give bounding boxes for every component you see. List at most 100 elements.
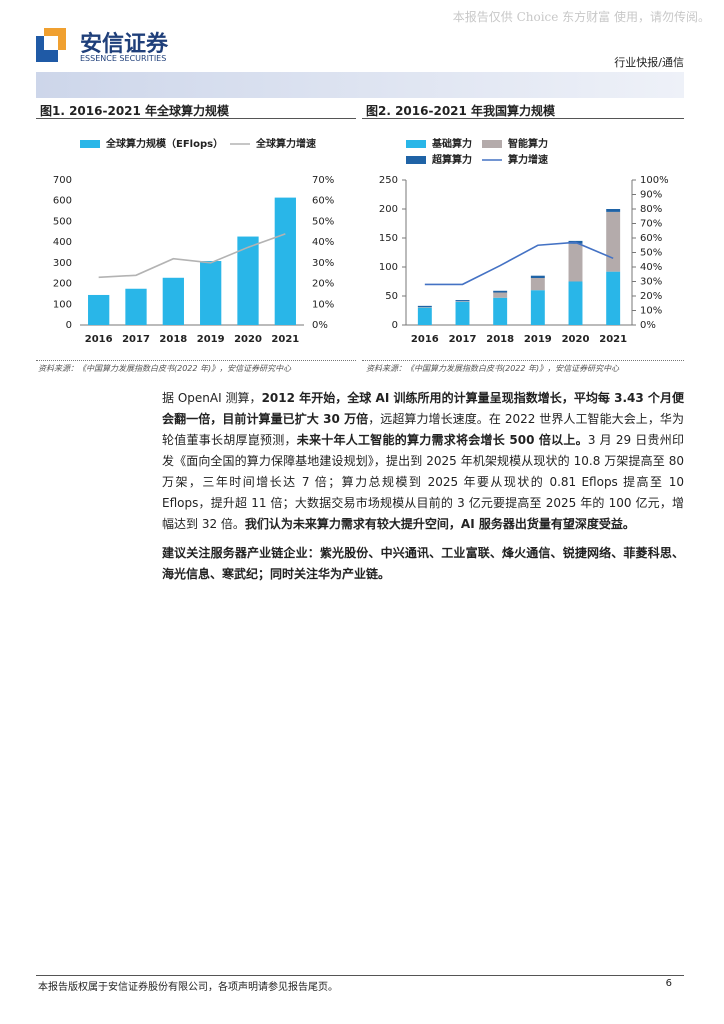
bar: [530, 278, 545, 291]
chart: 0 50 100 150 200 250 0% 10% 20% 30% 40% 50% 60% 70% 80…: [379, 137, 669, 345]
y-tick-label: 250: [379, 175, 398, 186]
bar: [530, 290, 545, 325]
y2-tick-label: 40%: [640, 262, 662, 273]
section: 行业快报/通信: [614, 56, 684, 69]
x-tick-label: 2016: [85, 334, 113, 345]
legend-swatch: [482, 140, 502, 148]
y2-tick-label: 60%: [312, 196, 334, 207]
y-tick-label: 200: [379, 204, 398, 215]
y-tick-label: 300: [53, 258, 72, 269]
bar: [274, 197, 296, 325]
rule: [362, 118, 684, 119]
y2-tick-label: 20%: [312, 279, 334, 290]
line: [98, 233, 286, 279]
footer-notice: 本报告版权属于安信证券股份有限公司，各项声明请参见报告尾页。: [38, 982, 338, 993]
legend-swatch: [406, 156, 426, 164]
y2-tick-label: 30%: [312, 258, 334, 269]
y2-tick-label: 10%: [640, 306, 662, 317]
bar: [162, 277, 184, 325]
bar: [493, 297, 508, 325]
bar: [455, 301, 470, 302]
legend-swatch: [80, 140, 100, 148]
bar: [606, 209, 621, 212]
rule: [362, 360, 684, 361]
y2-tick-label: 70%: [312, 175, 334, 186]
y-tick-label: 150: [379, 233, 398, 244]
bar: [455, 300, 470, 302]
y-tick-label: 0: [66, 320, 72, 331]
y-tick-label: 100: [53, 299, 72, 310]
text-run: 我们认为未来算力需求有较大提升空间，AI 服务器出货量有望深度受益。: [244, 517, 635, 531]
y2-tick-label: 0%: [640, 320, 656, 331]
text-run: 3 月 29 日贵州印发《面向全国的算力保障基地建设规划》，提出到 2025 年…: [162, 433, 684, 531]
text-run: 据 OpenAI 测算，: [162, 391, 262, 405]
y2-tick-label: 100%: [640, 175, 669, 186]
legend-label: 算力增速: [507, 153, 548, 166]
x-tick-label: 2018: [159, 334, 187, 345]
source: 资料来源：《中国算力发展指数白皮书(2022 年)》，安信证券研究中心: [366, 364, 620, 373]
y-tick-label: 100: [379, 262, 398, 273]
text-run: 2012 年开始，全球 AI 训练所用的计算量呈现指数增长，平均每 3.43 个…: [162, 391, 684, 426]
figure-title: 图2. 2016-2021 年我国算力规模: [366, 104, 556, 118]
y-tick-label: 600: [53, 196, 72, 207]
y2-tick-label: 60%: [640, 233, 662, 244]
y2-tick-label: 90%: [640, 190, 662, 201]
legend-label: 全球算力增速: [255, 137, 316, 150]
paragraph: 据 OpenAI 测算，2012 年开始，全球 AI 训练所用的计算量呈现指数增…: [162, 388, 684, 535]
y2-tick-label: 30%: [640, 277, 662, 288]
x-tick-label: 2019: [197, 334, 225, 345]
source: 资料来源：《中国算力发展指数白皮书(2022 年)》，安信证券研究中心: [38, 364, 292, 373]
y2-tick-label: 20%: [640, 291, 662, 302]
page-number: 6: [665, 978, 672, 989]
line: [424, 241, 614, 286]
legend-label: 基础算力: [431, 137, 472, 150]
x-tick-label: 2021: [271, 334, 299, 345]
bar: [493, 292, 508, 298]
bar: [606, 271, 621, 325]
y2-tick-label: 50%: [312, 216, 334, 227]
y2-tick-label: 70%: [640, 219, 662, 230]
paragraph: 建议关注服务器产业链企业：紫光股份、中兴通讯、工业富联、烽火通信、锐捷网络、菲菱…: [162, 546, 684, 581]
x-tick-label: 2016: [411, 334, 439, 345]
legend-label: 全球算力规模（EFlops）: [105, 137, 223, 150]
bar: [568, 281, 583, 325]
bar: [417, 307, 432, 308]
y-tick-label: 200: [53, 279, 72, 290]
y-tick-label: 0: [392, 320, 398, 331]
banner: [36, 72, 684, 98]
x-tick-label: 2020: [562, 334, 590, 345]
bar: [530, 275, 545, 279]
bar: [493, 290, 508, 293]
y-tick-label: 700: [53, 175, 72, 186]
y2-tick-label: 50%: [640, 248, 662, 259]
rule: [36, 975, 684, 976]
bar: [417, 305, 432, 308]
x-tick-label: 2021: [599, 334, 627, 345]
x-tick-label: 2018: [486, 334, 514, 345]
y-tick-label: 50: [385, 291, 398, 302]
bar: [606, 211, 621, 272]
rule: [36, 118, 356, 119]
x-tick-label: 2017: [122, 334, 150, 345]
bar: [568, 243, 583, 282]
x-tick-label: 2020: [234, 334, 262, 345]
bar: [237, 236, 259, 325]
y-tick-label: 500: [53, 216, 72, 227]
legend-label: 超算算力: [431, 153, 472, 166]
y-tick-label: 400: [53, 237, 72, 248]
x-tick-label: 2019: [524, 334, 552, 345]
figure-title: 图1. 2016-2021 年全球算力规模: [40, 104, 230, 118]
brand: 安信证券: [80, 32, 169, 57]
chart: 0 100 200 300 400 500 600 700 0% 10% 20% 30% 40% 50% 6…: [53, 137, 334, 345]
rule: [36, 360, 356, 361]
brand-en: ESSENCE SECURITIES: [80, 54, 167, 63]
logo: [36, 28, 66, 62]
y2-tick-label: 40%: [312, 237, 334, 248]
bar: [200, 260, 222, 325]
y2-tick-label: 0%: [312, 320, 328, 331]
text-run: ，远超算力增长速度。在 2022 世界人工智能大会上，华为轮值董事长胡厚崑预测，: [162, 412, 684, 447]
watermark: 本报告仅供 Choice 东方财富 使用，请勿传阅。: [452, 10, 710, 24]
legend-swatch: [406, 140, 426, 148]
legend-label: 智能算力: [508, 137, 548, 150]
